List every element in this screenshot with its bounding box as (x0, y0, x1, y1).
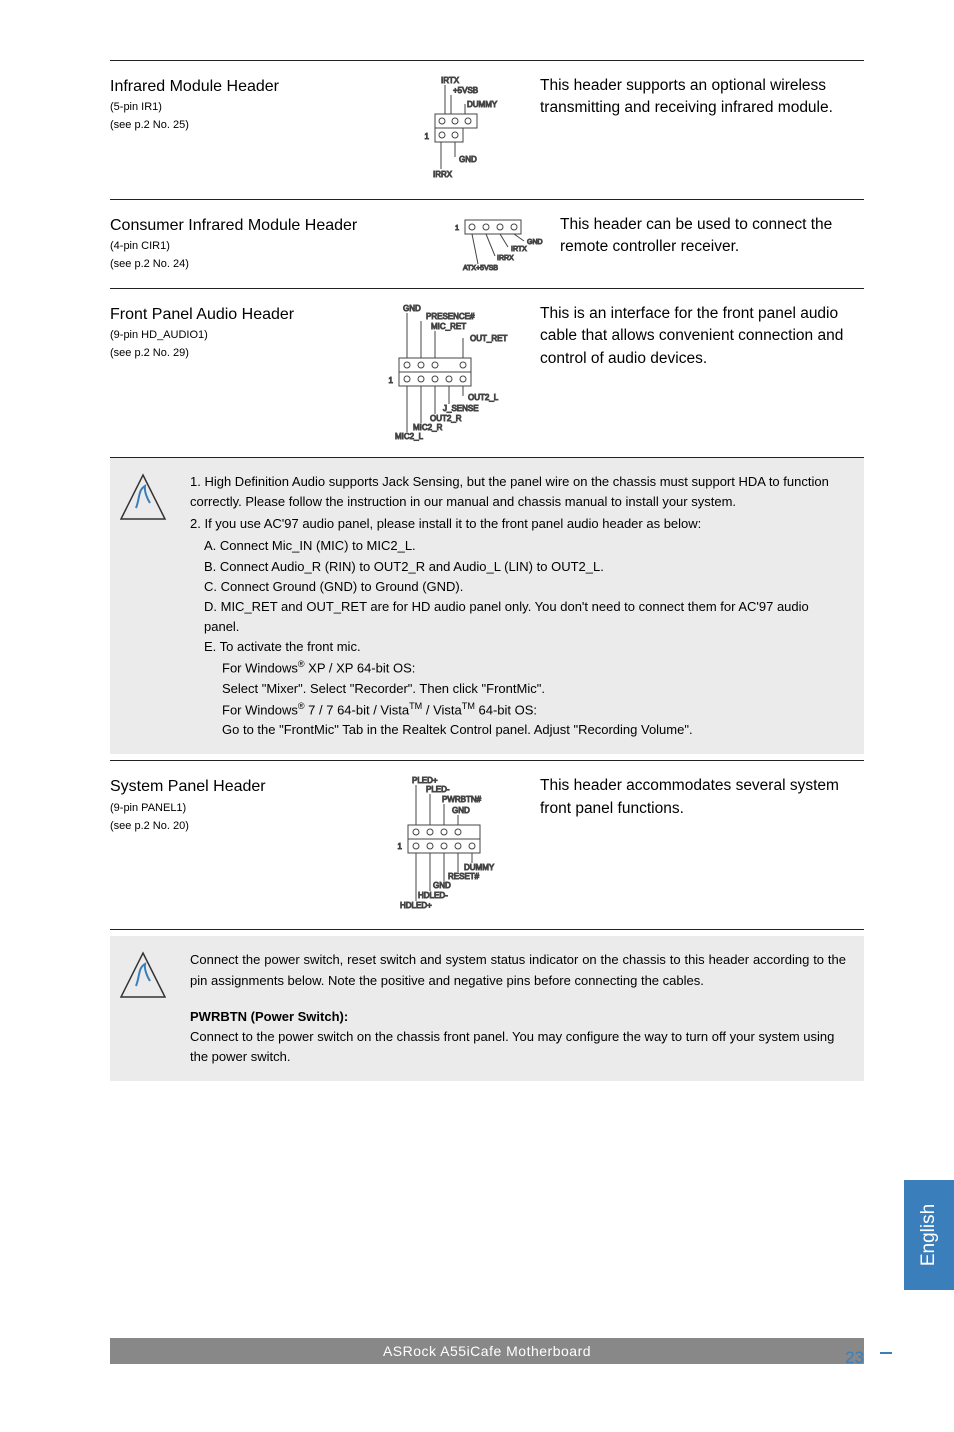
note1-e1: For Windows® XP / XP 64-bit OS: (190, 657, 846, 678)
audio-desc: This is an interface for the front panel… (540, 303, 864, 443)
svg-text:1: 1 (425, 132, 430, 141)
svg-text:+5VSB: +5VSB (453, 86, 478, 95)
sys-diagram: PLED+ PLED- PWRBTN# GND 1 DUMMY RESET# G… (370, 775, 540, 915)
svg-text:MIC2_R: MIC2_R (413, 423, 443, 432)
audio-pin: (9-pin HD_AUDIO1) (110, 328, 370, 344)
audio-note: 1. High Definition Audio supports Jack S… (110, 458, 864, 754)
page-number: 23 (845, 1348, 864, 1368)
svg-text:RESET#: RESET# (448, 872, 480, 881)
svg-text:1: 1 (398, 842, 403, 851)
svg-text:GND: GND (433, 881, 451, 890)
svg-text:GND: GND (527, 239, 543, 246)
svg-text:IRRX: IRRX (433, 170, 453, 179)
svg-text:DUMMY: DUMMY (467, 100, 498, 109)
note1-e4: Go to the "FrontMic" Tab in the Realtek … (190, 720, 846, 740)
note-icon (118, 950, 190, 1067)
audio-title: Front Panel Audio Header (110, 303, 370, 326)
svg-text:1: 1 (389, 376, 394, 385)
sys-pin: (9-pin PANEL1) (110, 801, 370, 817)
sys-desc: This header accommodates several system … (540, 775, 864, 915)
audio-diagram: GND PRESENCE# MIC_RET OUT_RET 1 OUT2_L J… (370, 303, 540, 443)
note1-e2: Select "Mixer". Select "Recorder". Then … (190, 679, 846, 699)
audio-header-label: Front Panel Audio Header (9-pin HD_AUDIO… (110, 303, 370, 443)
svg-text:GND: GND (403, 304, 421, 313)
note1-a: A. Connect Mic_IN (MIC) to MIC2_L. (190, 536, 846, 556)
sys-note: Connect the power switch, reset switch a… (110, 936, 864, 1081)
svg-text:HDLED-: HDLED- (418, 891, 448, 900)
side-tab-label: English (918, 1204, 940, 1266)
svg-text:IRTX: IRTX (511, 246, 527, 253)
svg-text:OUT_RET: OUT_RET (470, 334, 507, 343)
svg-text:MIC_RET: MIC_RET (431, 322, 466, 331)
ir-desc: This header supports an optional wireles… (540, 75, 864, 185)
ir-header-label: Infrared Module Header (5-pin IR1) (see … (110, 75, 370, 185)
side-tab: English (904, 1180, 954, 1290)
svg-text:PRESENCE#: PRESENCE# (426, 312, 475, 321)
note2-hdr: PWRBTN (Power Switch): (190, 1007, 846, 1027)
ir-ref: (see p.2 No. 25) (110, 118, 370, 134)
footer-tick (880, 1352, 892, 1354)
footer: ASRock A55iCafe Motherboard 23 (110, 1338, 864, 1364)
note1-b: B. Connect Audio_R (RIN) to OUT2_R and A… (190, 557, 846, 577)
svg-text:MIC2_L: MIC2_L (395, 432, 424, 441)
svg-text:OUT2_R: OUT2_R (430, 414, 462, 423)
svg-text:OUT2_L: OUT2_L (468, 393, 499, 402)
svg-text:IRRX: IRRX (497, 255, 514, 262)
svg-text:PLED-: PLED- (426, 785, 450, 794)
cir-diagram: 1 GND IRTX IRRX ATX+5VSB (440, 214, 560, 274)
svg-text:PLED+: PLED+ (412, 776, 438, 785)
svg-text:PWRBTN#: PWRBTN# (442, 795, 482, 804)
note1-e: E. To activate the front mic. (190, 637, 846, 657)
sys-header-label: System Panel Header (9-pin PANEL1) (see … (110, 775, 370, 915)
audio-ref: (see p.2 No. 29) (110, 346, 370, 362)
cir-title: Consumer Infrared Module Header (110, 214, 440, 237)
cir-pin: (4-pin CIR1) (110, 239, 440, 255)
note2-p1: Connect the power switch, reset switch a… (190, 950, 846, 990)
note1-1: 1. High Definition Audio supports Jack S… (190, 472, 846, 512)
note1-d: D. MIC_RET and OUT_RET are for HD audio … (190, 597, 846, 637)
ir-pin: (5-pin IR1) (110, 100, 370, 116)
note2-p2: Connect to the power switch on the chass… (190, 1027, 846, 1067)
ir-title: Infrared Module Header (110, 75, 370, 98)
svg-text:GND: GND (459, 155, 477, 164)
svg-text:J_SENSE: J_SENSE (443, 404, 479, 413)
svg-text:ATX+5VSB: ATX+5VSB (463, 265, 498, 272)
ir-diagram: IRTX +5VSB DUMMY 1 GND IRRX (370, 75, 540, 185)
svg-text:1: 1 (455, 225, 459, 232)
note-icon (118, 472, 190, 740)
svg-text:IRTX: IRTX (441, 76, 460, 85)
svg-text:HDLED+: HDLED+ (400, 901, 432, 910)
svg-text:DUMMY: DUMMY (464, 863, 495, 872)
cir-header-label: Consumer Infrared Module Header (4-pin C… (110, 214, 440, 274)
cir-ref: (see p.2 No. 24) (110, 257, 440, 273)
cir-desc: This header can be used to connect the r… (560, 214, 864, 274)
sys-title: System Panel Header (110, 775, 370, 798)
note1-c: C. Connect Ground (GND) to Ground (GND). (190, 577, 846, 597)
svg-text:GND: GND (452, 806, 470, 815)
note1-2: 2. If you use AC'97 audio panel, please … (190, 514, 846, 534)
sys-ref: (see p.2 No. 20) (110, 819, 370, 835)
note1-e3: For Windows® 7 / 7 64-bit / VistaTM / Vi… (190, 699, 846, 720)
footer-text: ASRock A55iCafe Motherboard (110, 1338, 864, 1364)
